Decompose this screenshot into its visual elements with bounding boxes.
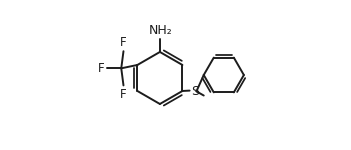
Text: F: F [120, 36, 127, 49]
Text: S: S [191, 85, 199, 98]
Text: F: F [98, 62, 105, 75]
Text: F: F [120, 88, 127, 101]
Text: NH₂: NH₂ [149, 24, 172, 37]
